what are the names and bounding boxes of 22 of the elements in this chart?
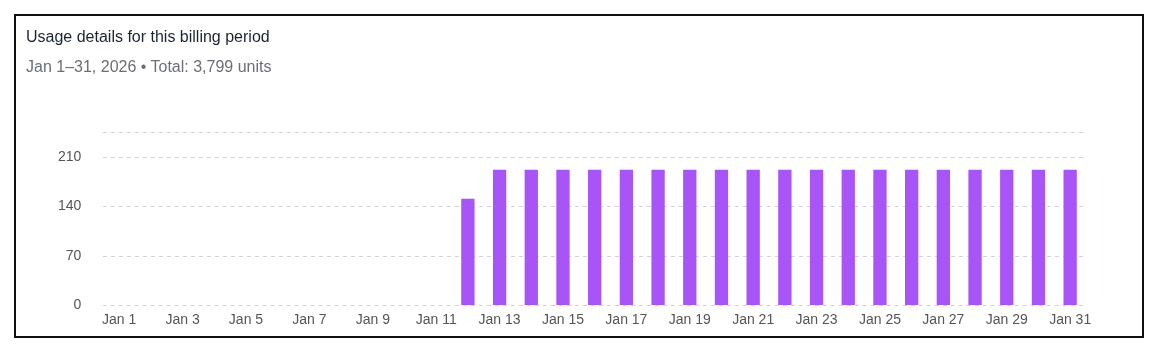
x-tick-label: Jan 9 <box>355 310 391 327</box>
x-tick-label: Jan 31 <box>1049 310 1092 327</box>
y-tick-label: 0 <box>73 296 82 313</box>
x-tick-label: Jan 13 <box>478 310 521 327</box>
x-tick-label: Jan 7 <box>292 310 327 327</box>
x-tick-label: Jan 17 <box>605 310 648 327</box>
x-tick-label: Jan 23 <box>795 310 838 327</box>
x-tick-label: Jan 15 <box>541 310 585 327</box>
x-tick-label: Jan 27 <box>922 310 965 327</box>
x-tick-label: Jan 5 <box>228 310 264 327</box>
x-tick-label: Jan 1 <box>102 310 137 327</box>
x-tick-label: Jan 3 <box>165 310 200 327</box>
x-tick-label: Jan 25 <box>858 310 902 327</box>
y-tick-label: 140 <box>58 197 82 214</box>
y-tick-label: 210 <box>58 148 82 164</box>
chart-subtitle: Jan 1–31, 2026 • Total: 3,799 units <box>26 58 272 76</box>
x-tick-label: Jan 21 <box>732 310 775 327</box>
x-tick-label: Jan 19 <box>668 310 711 327</box>
y-tick-label: 70 <box>65 246 82 263</box>
x-tick-label: Jan 29 <box>985 310 1028 327</box>
chart-title: Usage details for this billing period <box>26 28 270 46</box>
x-tick-label: Jan 11 <box>415 310 457 327</box>
